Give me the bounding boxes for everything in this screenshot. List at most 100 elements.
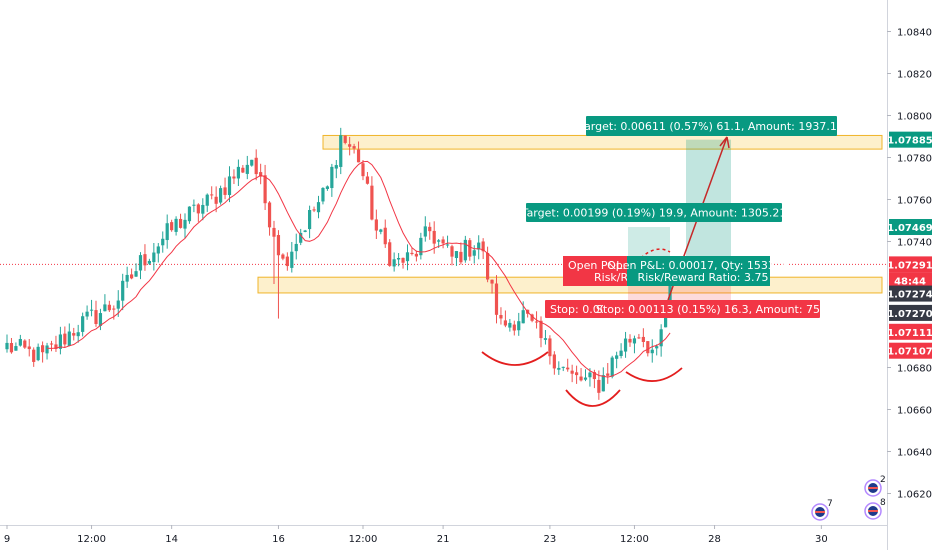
candle-body[interactable] (401, 257, 405, 263)
candle-body[interactable] (276, 235, 281, 256)
candle-body[interactable] (352, 146, 356, 149)
candle-body[interactable] (98, 313, 103, 326)
candle-body[interactable] (450, 246, 454, 257)
candle-body[interactable] (250, 159, 254, 166)
candle-body[interactable] (428, 226, 432, 232)
candle-body[interactable] (187, 206, 192, 222)
candle-body[interactable] (174, 218, 178, 232)
candle-body[interactable] (339, 135, 343, 167)
candle-body[interactable] (432, 230, 436, 244)
open-pl-label-right[interactable]: Open P&L: 0.00017, Qty: 153374Risk/Rewar… (607, 256, 789, 286)
candle-body[interactable] (156, 246, 160, 254)
candle-body[interactable] (196, 204, 200, 214)
pattern-arc[interactable] (481, 351, 549, 366)
candle-body[interactable] (664, 310, 668, 328)
candle-body[interactable] (472, 250, 476, 256)
candle-body[interactable] (570, 370, 574, 374)
candle-body[interactable] (392, 259, 396, 267)
candle-body[interactable] (561, 366, 565, 368)
candle-body[interactable] (601, 375, 605, 392)
target-label-long[interactable]: Target: 0.00611 (0.57%) 61.1, Amount: 19… (578, 116, 844, 136)
candle-body[interactable] (121, 280, 125, 301)
candle-body[interactable] (41, 345, 45, 353)
candle-body[interactable] (281, 254, 285, 259)
candle-body[interactable] (54, 344, 58, 349)
candle-body[interactable] (32, 349, 36, 362)
candle-body[interactable] (543, 338, 548, 340)
candle-body[interactable] (468, 240, 472, 257)
candle-body[interactable] (219, 188, 223, 203)
candle-body[interactable] (486, 252, 490, 280)
event-badge[interactable]: 2 (864, 475, 886, 497)
candle-body[interactable] (147, 260, 151, 264)
candle-body[interactable] (210, 194, 214, 196)
candle-body[interactable] (530, 314, 534, 321)
candle-body[interactable] (27, 346, 31, 350)
candle-body[interactable] (534, 321, 539, 323)
candle-body[interactable] (512, 324, 516, 331)
candle-body[interactable] (178, 218, 183, 228)
stop-label-left[interactable]: Stop: 0.00 (545, 300, 607, 318)
target-label-short[interactable]: Target: 0.00199 (0.19%) 19.9, Amount: 13… (521, 203, 787, 222)
candle-body[interactable] (637, 337, 641, 339)
candle-body[interactable] (459, 251, 463, 263)
candle-body[interactable] (374, 219, 378, 231)
candle-body[interactable] (343, 135, 347, 143)
candle-body[interactable] (361, 163, 365, 177)
candle-body[interactable] (49, 343, 54, 345)
candle-body[interactable] (18, 338, 22, 346)
candle-body[interactable] (241, 167, 245, 173)
candle-body[interactable] (107, 304, 111, 311)
candle-body[interactable] (321, 187, 325, 202)
candle-body[interactable] (272, 227, 276, 237)
candle-body[interactable] (267, 202, 272, 228)
pattern-arc[interactable] (625, 367, 683, 382)
candle-body[interactable] (36, 346, 40, 361)
candle-body[interactable] (650, 349, 654, 354)
candle-body[interactable] (583, 377, 588, 380)
candle-body[interactable] (410, 252, 414, 255)
candle-body[interactable] (316, 202, 321, 213)
candle-body[interactable] (308, 209, 312, 230)
candle-body[interactable] (370, 185, 374, 220)
candle-body[interactable] (383, 227, 387, 245)
candle-body[interactable] (397, 258, 401, 260)
candle-body[interactable] (557, 367, 561, 370)
candle-body[interactable] (419, 237, 423, 256)
candle-body[interactable] (646, 341, 650, 354)
candle-body[interactable] (588, 372, 592, 378)
candle-body[interactable] (263, 175, 267, 204)
stop-label-right[interactable]: Stop: 0.00113 (0.15%) 16.3, Amount: 750 (596, 300, 827, 318)
candle-body[interactable] (641, 336, 645, 342)
candle-body[interactable] (628, 338, 632, 343)
candle-body[interactable] (405, 252, 410, 262)
candle-body[interactable] (454, 251, 459, 259)
candle-body[interactable] (103, 304, 107, 312)
candle-body[interactable] (330, 166, 334, 189)
candle-body[interactable] (223, 187, 227, 195)
candle-body[interactable] (441, 239, 445, 244)
candle-body[interactable] (183, 219, 187, 229)
candle-body[interactable] (134, 271, 138, 277)
candle-body[interactable] (619, 350, 623, 357)
candle-body[interactable] (552, 354, 556, 369)
candle-body[interactable] (615, 355, 619, 359)
candle-body[interactable] (205, 194, 209, 206)
candle-body[interactable] (445, 244, 450, 246)
candle-body[interactable] (490, 279, 494, 284)
candle-body[interactable] (481, 241, 485, 252)
candle-body[interactable] (116, 300, 120, 309)
candle-body[interactable] (227, 176, 232, 196)
event-badge[interactable]: 7 (811, 499, 833, 521)
candle-body[interactable] (72, 333, 76, 336)
candle-body[interactable] (81, 316, 85, 332)
candle-body[interactable] (610, 357, 614, 377)
candle-body[interactable] (125, 274, 129, 282)
candle-body[interactable] (232, 176, 236, 179)
candle-body[interactable] (365, 176, 370, 184)
candle-body[interactable] (294, 243, 298, 252)
candle-body[interactable] (58, 334, 62, 349)
candle-body[interactable] (112, 308, 116, 310)
candle-body[interactable] (165, 223, 169, 241)
candle-body[interactable] (579, 376, 583, 381)
